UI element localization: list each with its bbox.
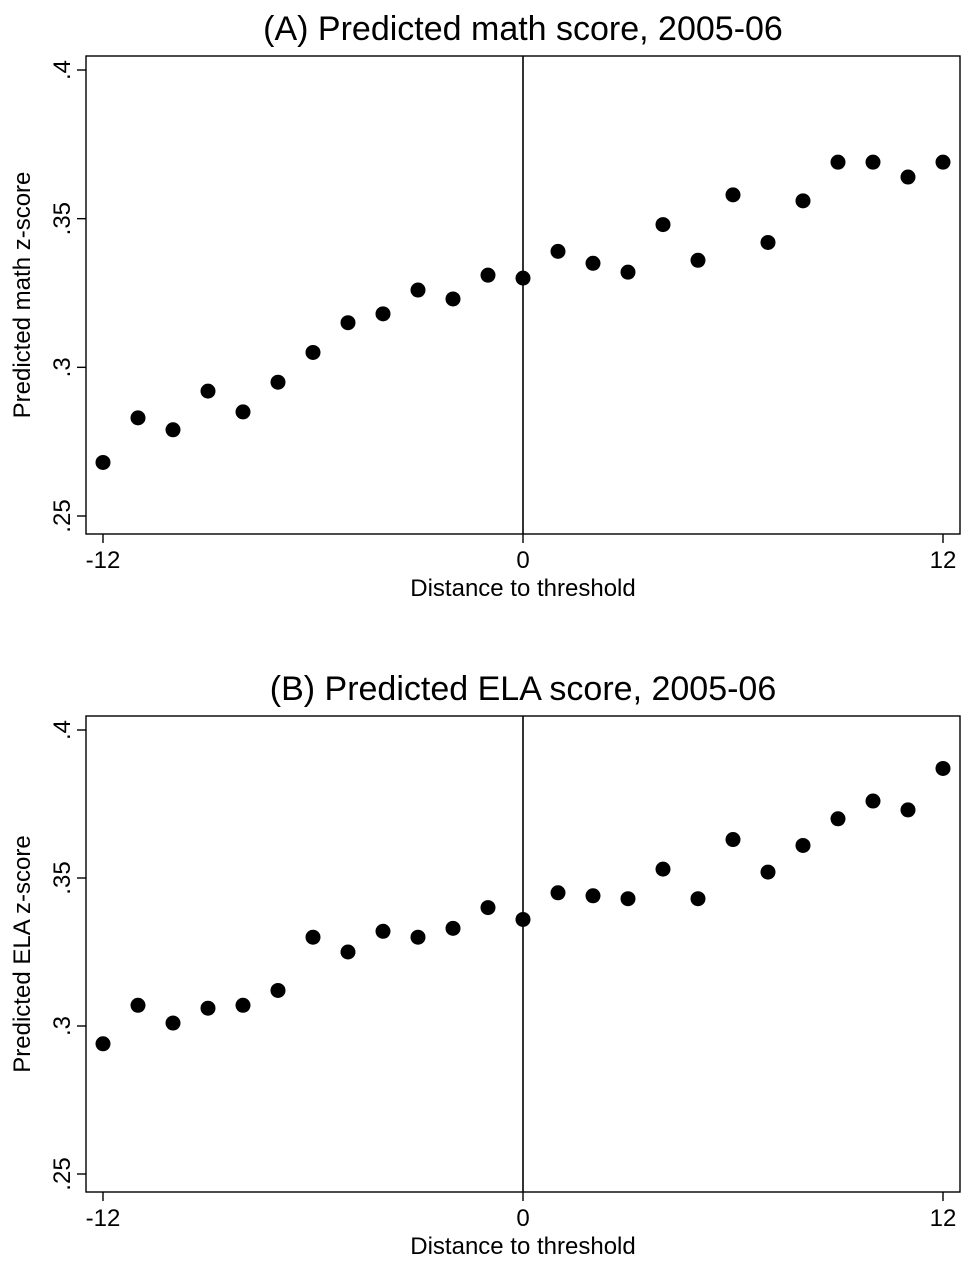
- x-tick-label: -12: [86, 1205, 121, 1232]
- data-point: [655, 861, 671, 877]
- data-point: [865, 793, 881, 809]
- data-point: [340, 315, 356, 331]
- data-point: [760, 864, 776, 880]
- data-point: [130, 410, 146, 426]
- data-point: [725, 832, 741, 848]
- data-point: [830, 811, 846, 827]
- data-point: [445, 291, 461, 307]
- y-tick-label: .25: [49, 1157, 76, 1190]
- data-point: [95, 454, 111, 470]
- data-point: [95, 1036, 111, 1052]
- data-point: [550, 243, 566, 259]
- data-point: [235, 404, 251, 420]
- x-tick-label: 0: [516, 1205, 529, 1232]
- data-point: [445, 920, 461, 936]
- panel-a: (A) Predicted math score, 2005-06 -12 0 12.…: [9, 10, 961, 602]
- x-axis-label: Distance to threshold: [410, 1233, 635, 1260]
- data-point: [620, 264, 636, 280]
- y-tick-label: .3: [49, 1016, 76, 1036]
- data-point: [865, 154, 881, 170]
- x-tick-label: 12: [930, 1205, 957, 1232]
- y-axis-label: Predicted ELA z-score: [9, 835, 36, 1072]
- panel-b: (B) Predicted ELA score, 2005-06 -12 0 12 .2…: [9, 670, 961, 1260]
- y-tick-label: .4: [49, 60, 76, 80]
- y-tick-label: .4: [49, 720, 76, 740]
- x-tick-label: 0: [516, 547, 529, 574]
- x-tick-label: -12: [86, 547, 121, 574]
- data-point: [165, 1015, 181, 1031]
- data-point: [620, 891, 636, 907]
- data-point: [375, 923, 391, 939]
- data-point: [200, 383, 216, 399]
- data-point: [760, 234, 776, 250]
- x-tick-label: 12: [930, 547, 957, 574]
- data-point: [480, 900, 496, 916]
- y-tick-label: .3: [49, 357, 76, 377]
- y-tick-label: .35: [49, 861, 76, 894]
- y-tick-label: .25: [49, 499, 76, 532]
- data-point: [200, 1000, 216, 1016]
- data-point: [585, 255, 601, 271]
- data-point: [690, 252, 706, 268]
- y-axis-label: Predicted math z-score: [9, 172, 36, 419]
- data-point: [550, 885, 566, 901]
- data-point: [165, 422, 181, 438]
- data-point: [410, 282, 426, 298]
- data-point: [235, 997, 251, 1013]
- data-point: [515, 911, 531, 927]
- data-point: [655, 217, 671, 233]
- x-axis-label: Distance to threshold: [410, 575, 635, 602]
- data-point: [305, 929, 321, 945]
- data-point: [270, 982, 286, 998]
- data-point: [480, 267, 496, 283]
- data-point: [130, 997, 146, 1013]
- data-point: [585, 888, 601, 904]
- data-point: [375, 306, 391, 322]
- data-point: [935, 154, 951, 170]
- data-point: [900, 802, 916, 818]
- chart-title: (B) Predicted ELA score, 2005-06: [270, 670, 777, 708]
- data-point: [935, 760, 951, 776]
- data-point: [340, 944, 356, 960]
- y-tick-label: .35: [49, 202, 76, 235]
- data-point: [795, 837, 811, 853]
- data-point: [725, 187, 741, 203]
- data-point: [305, 344, 321, 360]
- data-point: [900, 169, 916, 185]
- chart-title: (A) Predicted math score, 2005-06: [263, 10, 783, 48]
- data-point: [795, 193, 811, 209]
- data-point: [830, 154, 846, 170]
- data-point: [690, 891, 706, 907]
- data-point: [270, 374, 286, 390]
- data-point: [515, 270, 531, 286]
- data-point: [410, 929, 426, 945]
